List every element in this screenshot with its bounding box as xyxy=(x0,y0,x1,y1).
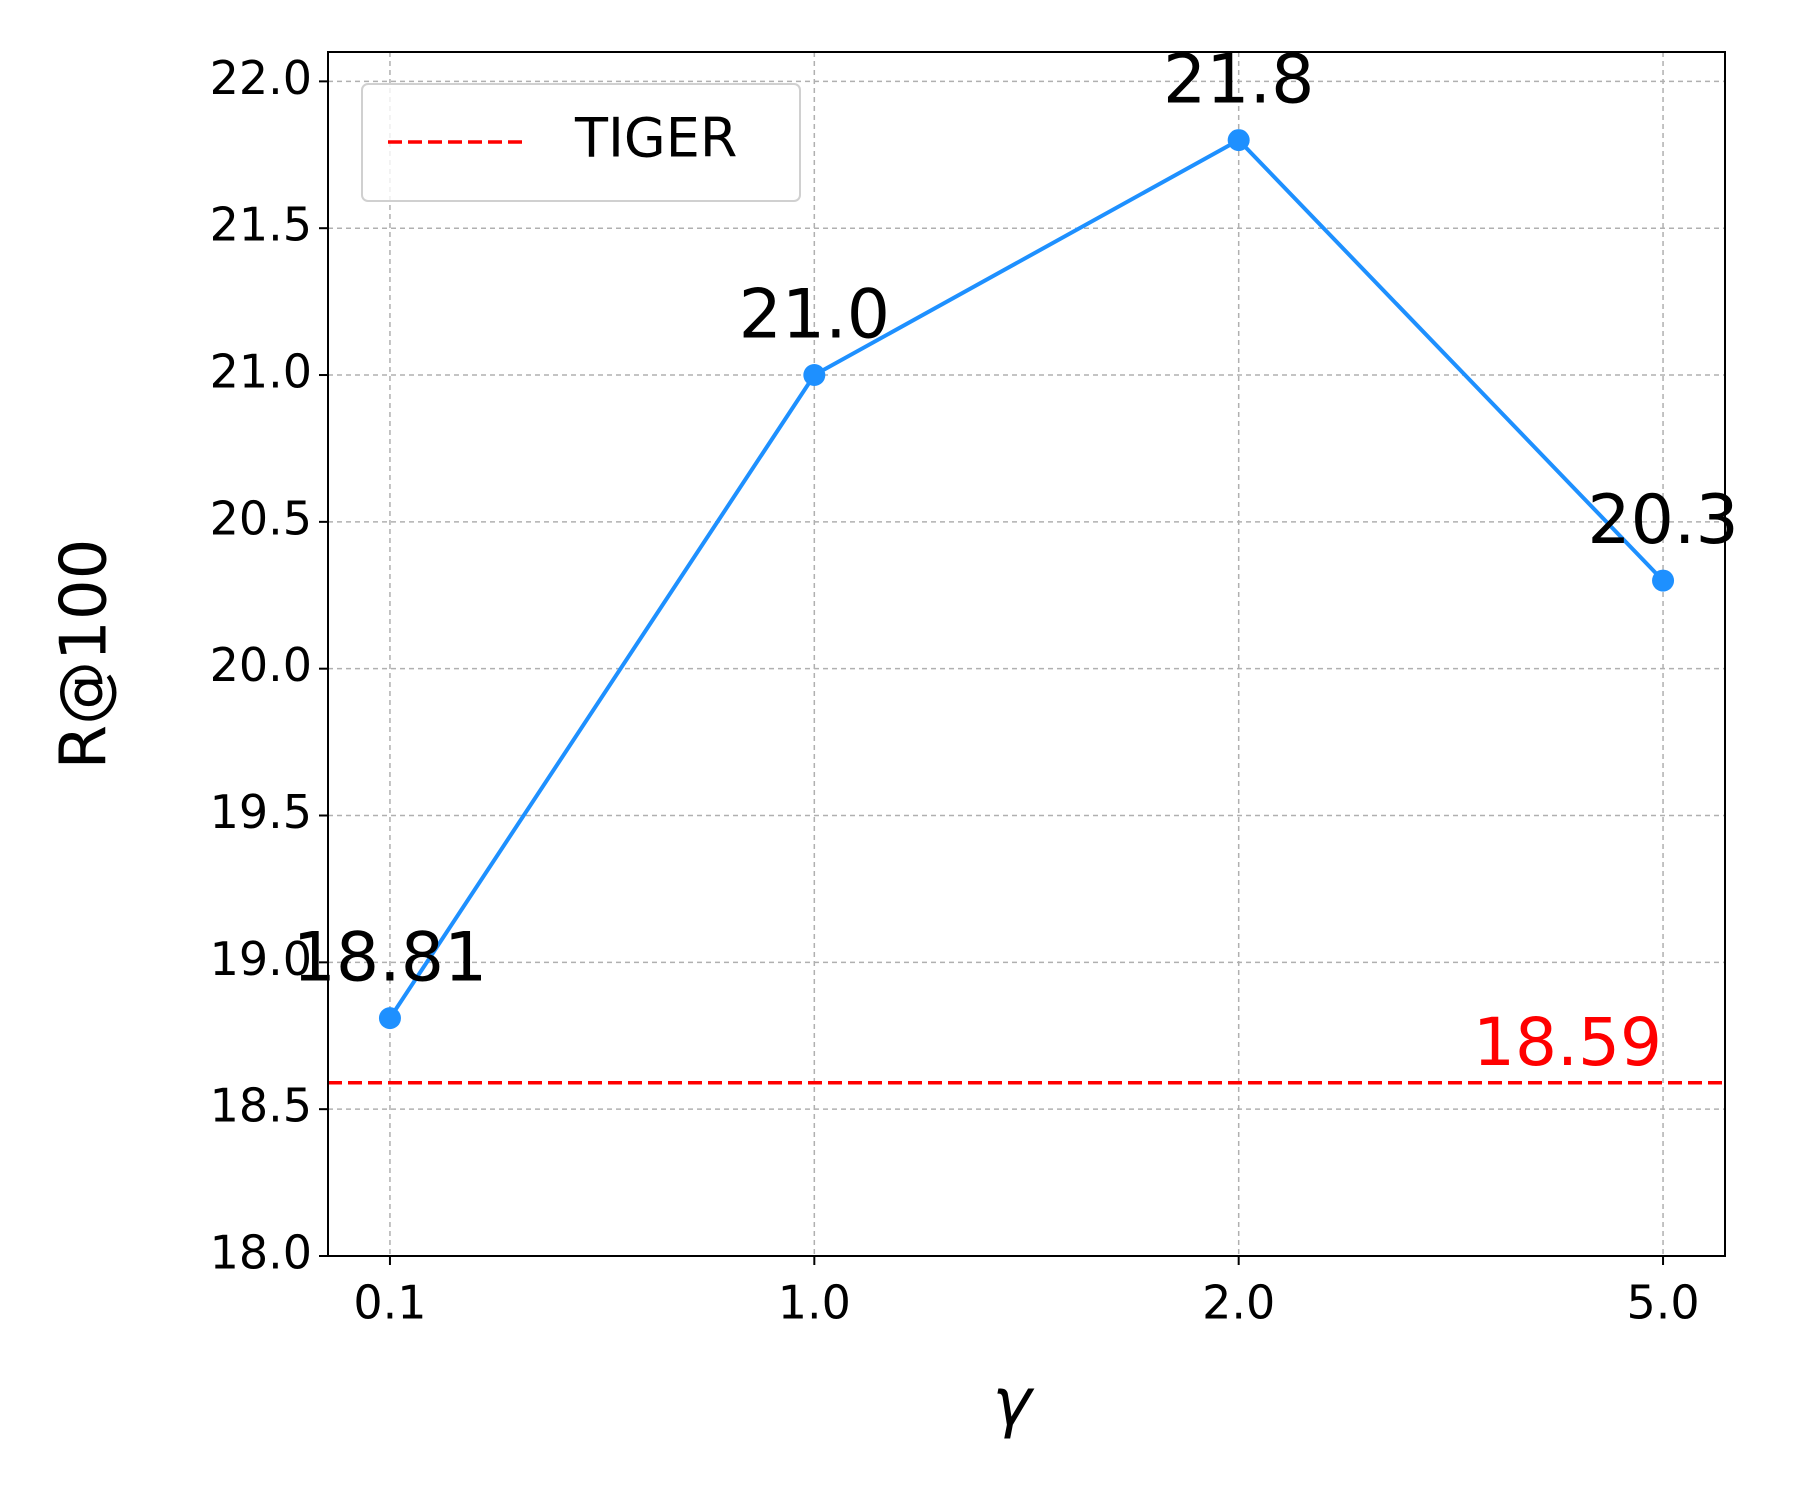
y-tick-label: 20.0 xyxy=(210,638,312,692)
value-label: 18.81 xyxy=(293,919,488,998)
x-tick-label: 2.0 xyxy=(1202,1276,1275,1330)
point xyxy=(1227,129,1250,152)
y-tick-label: 21.0 xyxy=(210,345,312,399)
y-tick-label: 21.5 xyxy=(210,198,312,252)
plot-frame xyxy=(327,51,1726,1257)
reference-label: 18.59 xyxy=(1473,1004,1662,1081)
legend-box xyxy=(361,83,801,202)
x-tick-label: 5.0 xyxy=(1626,1276,1699,1330)
x-axis-label: γ xyxy=(992,1364,1034,1441)
x-tick-label: 0.1 xyxy=(353,1276,426,1330)
point xyxy=(378,1007,401,1030)
series-line xyxy=(388,137,1665,1020)
y-tick-label: 18.0 xyxy=(210,1226,312,1280)
value-label: 20.3 xyxy=(1587,481,1738,560)
y-tick-label: 20.5 xyxy=(210,491,312,545)
y-tick-label: 18.5 xyxy=(210,1079,312,1133)
x-tick-label: 1.0 xyxy=(778,1276,851,1330)
legend-label: TIGER xyxy=(574,107,737,170)
point xyxy=(1652,569,1675,592)
value-label: 21.8 xyxy=(1163,41,1314,120)
y-axis-label: R@100 xyxy=(48,539,122,770)
y-tick-label: 19.5 xyxy=(210,785,312,839)
value-label: 21.0 xyxy=(739,276,890,355)
y-tick-label: 22.0 xyxy=(210,51,312,105)
y-tick-label: 19.0 xyxy=(210,932,312,986)
point xyxy=(803,364,826,387)
